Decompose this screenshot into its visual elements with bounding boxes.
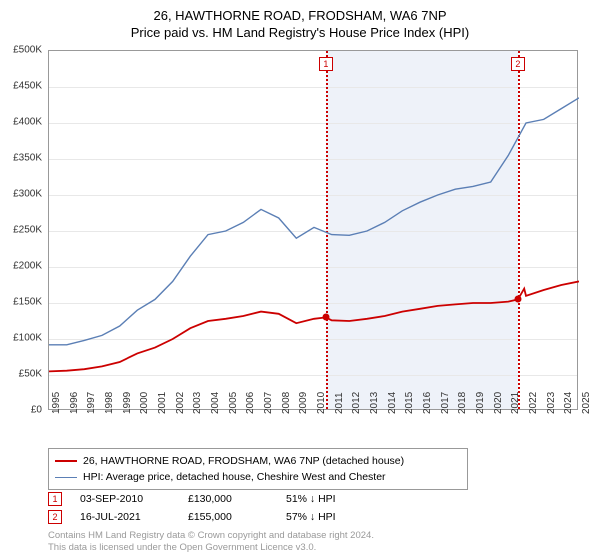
marker-badge: 2 — [511, 57, 525, 71]
y-axis-label: £250K — [13, 225, 42, 236]
sale-records: 1 03-SEP-2010 £130,000 51% ↓ HPI 2 16-JU… — [48, 492, 386, 528]
marker-badge: 1 — [319, 57, 333, 71]
y-axis-label: £50K — [19, 369, 42, 380]
title-address: 26, HAWTHORNE ROAD, FRODSHAM, WA6 7NP — [0, 8, 600, 23]
x-axis-label: 2025 — [581, 392, 592, 414]
y-axis-label: £450K — [13, 81, 42, 92]
y-axis-label: £400K — [13, 117, 42, 128]
sale-price: £155,000 — [188, 511, 268, 523]
title-subtitle: Price paid vs. HM Land Registry's House … — [0, 25, 600, 40]
sale-date: 16-JUL-2021 — [80, 511, 170, 523]
series-hpi — [49, 98, 579, 345]
footnote: Contains HM Land Registry data © Crown c… — [48, 530, 374, 554]
legend-text: 26, HAWTHORNE ROAD, FRODSHAM, WA6 7NP (d… — [83, 453, 404, 469]
footnote-line: This data is licensed under the Open Gov… — [48, 542, 374, 554]
y-axis-label: £300K — [13, 189, 42, 200]
sale-pct: 57% ↓ HPI — [286, 511, 386, 523]
sale-point — [322, 314, 329, 321]
chart-container: 26, HAWTHORNE ROAD, FRODSHAM, WA6 7NP Pr… — [0, 0, 600, 560]
title-block: 26, HAWTHORNE ROAD, FRODSHAM, WA6 7NP Pr… — [0, 0, 600, 40]
legend-swatch — [55, 460, 77, 462]
y-axis-label: £350K — [13, 153, 42, 164]
footnote-line: Contains HM Land Registry data © Crown c… — [48, 530, 374, 542]
legend-box: 26, HAWTHORNE ROAD, FRODSHAM, WA6 7NP (d… — [48, 448, 468, 490]
sale-pct: 51% ↓ HPI — [286, 493, 386, 505]
sale-point — [514, 296, 521, 303]
chart-lines — [49, 51, 579, 411]
plot-region: 12 — [48, 50, 578, 410]
legend-text: HPI: Average price, detached house, Ches… — [83, 469, 386, 485]
y-axis-label: £500K — [13, 45, 42, 56]
sale-price: £130,000 — [188, 493, 268, 505]
sale-row: 1 03-SEP-2010 £130,000 51% ↓ HPI — [48, 492, 386, 506]
y-axis-label: £100K — [13, 333, 42, 344]
series-price_paid — [49, 281, 579, 371]
sale-badge: 2 — [48, 510, 62, 524]
sale-row: 2 16-JUL-2021 £155,000 57% ↓ HPI — [48, 510, 386, 524]
y-axis-label: £200K — [13, 261, 42, 272]
legend-item: HPI: Average price, detached house, Ches… — [55, 469, 461, 485]
chart-area: 12 £0£50K£100K£150K£200K£250K£300K£350K£… — [48, 50, 578, 410]
y-axis-label: £0 — [31, 405, 42, 416]
legend-swatch — [55, 477, 77, 478]
y-axis-label: £150K — [13, 297, 42, 308]
sale-badge: 1 — [48, 492, 62, 506]
sale-date: 03-SEP-2010 — [80, 493, 170, 505]
legend-item: 26, HAWTHORNE ROAD, FRODSHAM, WA6 7NP (d… — [55, 453, 461, 469]
